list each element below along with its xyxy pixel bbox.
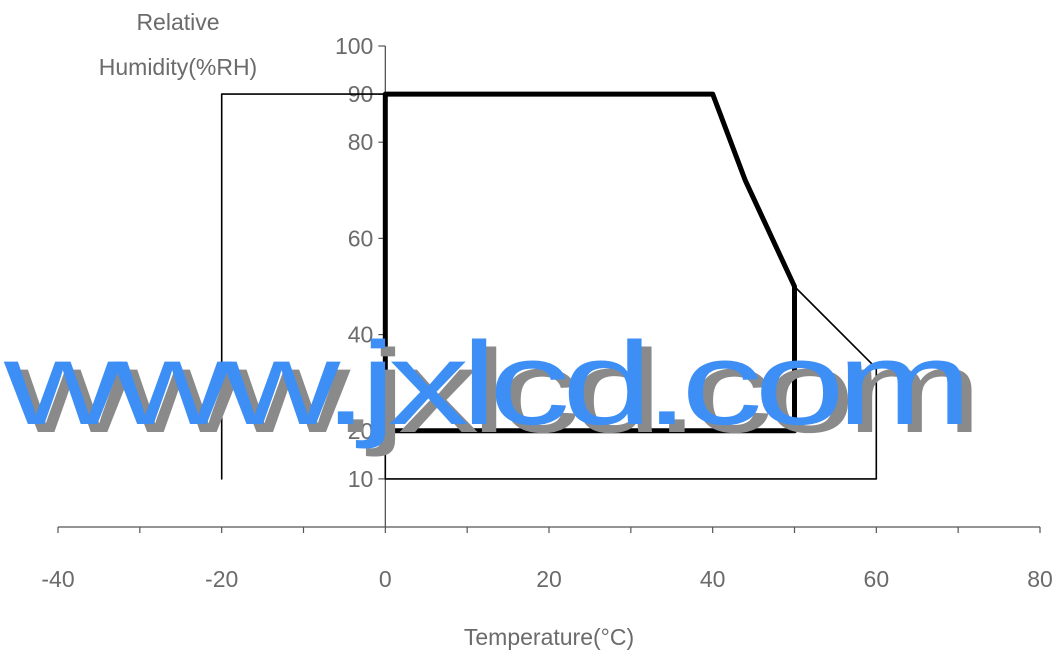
y-tick-label: 100 (335, 33, 373, 59)
series-layer (220, 91, 878, 480)
y-axis-title-line-2: Humidity(%RH) (99, 54, 257, 80)
x-ticks: -40 -20 0 20 40 60 80 (41, 527, 1053, 592)
watermark-text: www.jxlcd.com (3, 318, 964, 450)
x-tick-label: -20 (205, 566, 238, 592)
x-tick-label: 60 (864, 566, 890, 592)
x-tick-label: 80 (1027, 566, 1053, 592)
watermark: www.jxlcd.com www.jxlcd.com (3, 318, 980, 458)
storage-range-line (220, 93, 878, 480)
y-tick-label: 20 (348, 418, 374, 444)
watermark-shadow: www.jxlcd.com (13, 326, 974, 458)
y-axis-title-line-1: Relative (136, 9, 219, 35)
x-tick-label: 20 (536, 566, 562, 592)
y-tick-label: 40 (348, 322, 374, 348)
y-tick-label: 80 (348, 129, 374, 155)
x-tick-label: 0 (379, 566, 392, 592)
x-tick-label: 40 (700, 566, 726, 592)
x-tick-label: -40 (41, 566, 74, 592)
x-axis-title: Temperature(°C) (464, 624, 634, 650)
y-tick-label: 60 (348, 225, 374, 251)
y-tick-label: 10 (348, 466, 374, 492)
